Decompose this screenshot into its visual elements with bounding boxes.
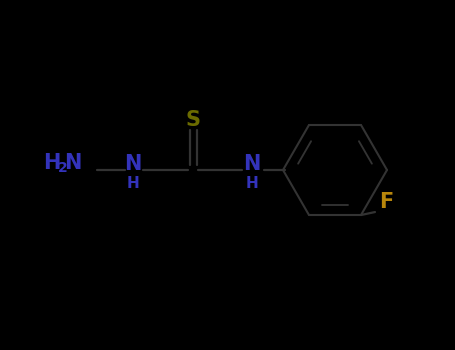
Text: N: N <box>124 154 142 174</box>
Text: H: H <box>126 175 139 190</box>
Text: N: N <box>243 154 261 174</box>
Text: F: F <box>379 192 393 212</box>
Text: H: H <box>43 153 61 173</box>
Text: 2: 2 <box>58 161 68 175</box>
Text: S: S <box>186 110 201 130</box>
Text: H: H <box>246 175 258 190</box>
Text: N: N <box>64 153 82 173</box>
